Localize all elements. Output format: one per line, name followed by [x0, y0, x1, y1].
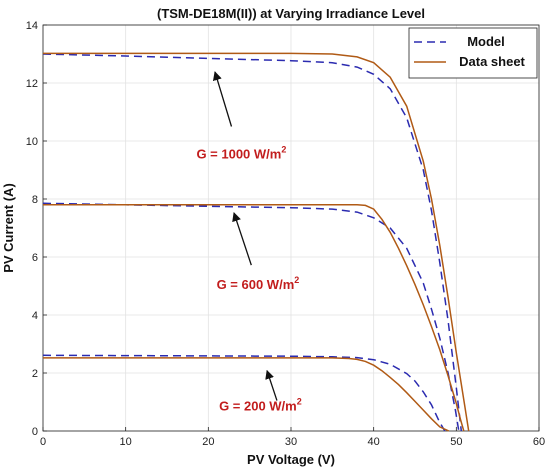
- y-tick-label: 14: [26, 20, 38, 32]
- irradiance-label: G = 200 W/m2: [219, 397, 302, 414]
- x-tick-label: 30: [285, 436, 297, 448]
- grid: [42, 24, 540, 432]
- series-line-model: [42, 202, 460, 432]
- annotation-arrow: [265, 369, 278, 401]
- irradiance-label: G = 600 W/m2: [217, 275, 300, 292]
- x-tick-label: 0: [40, 436, 46, 448]
- legend: Model Data sheet: [408, 27, 538, 79]
- x-tick-label: 60: [533, 436, 545, 448]
- series-line-model: [42, 53, 463, 432]
- series-layer: [42, 52, 470, 432]
- series-line-model: [42, 354, 446, 432]
- y-tick-label: 2: [32, 368, 38, 380]
- y-tick-label: 12: [26, 78, 38, 90]
- y-tick-label: 8: [32, 194, 38, 206]
- legend-label-data-sheet: Data sheet: [459, 54, 525, 69]
- y-tick-label: 10: [26, 136, 38, 148]
- legend-box: [408, 27, 538, 79]
- legend-label-model: Model: [467, 34, 505, 49]
- irradiance-label: G = 1000 W/m2: [196, 144, 286, 161]
- x-tick-label: 10: [120, 436, 132, 448]
- chart-title: (TSM-DE18M(II)) at Varying Irradiance Le…: [157, 6, 425, 21]
- axis-ticks: 0 10 20 30 40 50 60 0 2 4 6 8 10 12 14: [26, 20, 545, 448]
- x-tick-label: 40: [368, 436, 380, 448]
- x-tick-label: 20: [202, 436, 214, 448]
- series-line-data-sheet: [43, 52, 470, 432]
- x-axis-label: PV Voltage (V): [247, 452, 335, 467]
- y-tick-label: 6: [32, 252, 38, 264]
- y-tick-label: 4: [32, 310, 38, 322]
- annotation-arrow: [212, 71, 233, 127]
- x-tick-label: 50: [450, 436, 462, 448]
- y-tick-label: 0: [32, 426, 38, 438]
- annotations-layer: G = 1000 W/m2 G = 600 W/m2 G = 200 W/m2: [196, 71, 302, 414]
- annotation-arrow: [232, 212, 252, 266]
- series-line-data-sheet: [43, 204, 465, 432]
- series-line-data-sheet: [43, 357, 450, 432]
- y-axis-label: PV Current (A): [1, 183, 16, 273]
